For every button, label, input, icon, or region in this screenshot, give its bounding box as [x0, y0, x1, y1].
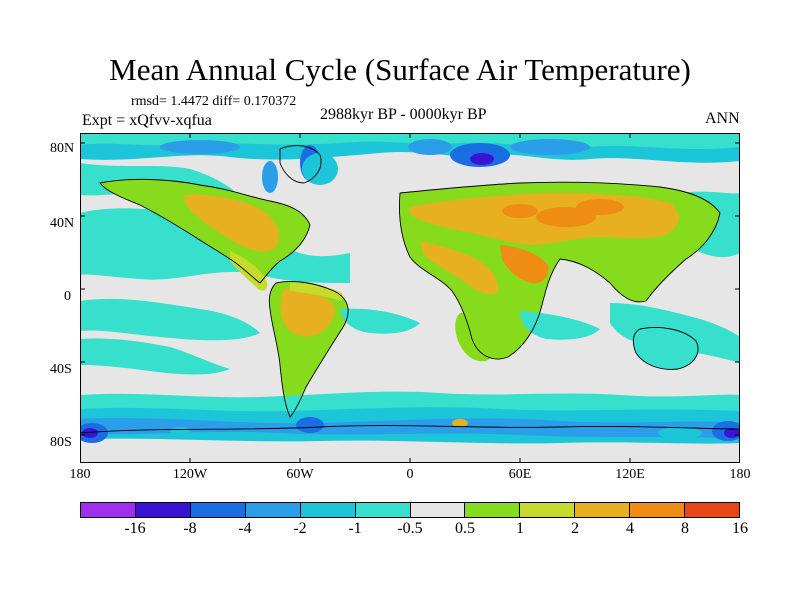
- colorbar-swatch: [630, 503, 686, 517]
- colorbar-label: -8: [183, 520, 197, 537]
- colorbar-label: 0.5: [455, 520, 475, 537]
- colorbar-swatch: [81, 503, 136, 517]
- colorbar-label: -16: [124, 520, 146, 537]
- colorbar-label: 4: [626, 520, 634, 537]
- period-label: 2988kyr BP - 0000kyr BP: [320, 106, 487, 123]
- season-label: ANN: [705, 110, 740, 127]
- lon-label-120w: 120W: [172, 467, 208, 482]
- experiment-label: Expt = xQfvv-xqfua: [82, 112, 212, 129]
- statistics-label: rmsd= 1.4472 diff= 0.170372: [131, 94, 297, 109]
- colorbar-swatch: [135, 503, 191, 517]
- colorbar-label: 1: [516, 520, 524, 537]
- colorbar-label: 16: [732, 520, 748, 537]
- colorbar-swatch: [520, 503, 576, 517]
- colorbar-label: -2: [293, 520, 307, 537]
- temperature-difference-map: [80, 133, 740, 463]
- colorbar-swatch: [685, 503, 740, 517]
- colorbar-label: -1: [348, 520, 362, 537]
- colorbar-label: 2: [571, 520, 579, 537]
- lon-label-60w: 60W: [286, 467, 314, 482]
- colorbar-swatch: [190, 503, 246, 517]
- lon-label-60e: 60E: [508, 467, 532, 482]
- colorbar-label: 8: [681, 520, 689, 537]
- lat-label-80n: 80N: [50, 141, 75, 156]
- lon-label-180e: 180: [729, 467, 751, 482]
- colorbar: [80, 502, 740, 518]
- colorbar-label: -0.5: [397, 520, 423, 537]
- colorbar-swatch: [355, 503, 411, 517]
- lon-label-180w: 180: [69, 467, 91, 482]
- colorbar-label: -4: [238, 520, 252, 537]
- colorbar-swatch: [410, 503, 466, 517]
- colorbar-swatch: [245, 503, 301, 517]
- colorbar-swatch: [465, 503, 521, 517]
- lon-label-0: 0: [406, 467, 414, 482]
- lat-label-0: 0: [64, 289, 71, 304]
- colorbar-swatch: [575, 503, 631, 517]
- lon-label-120e: 120E: [615, 467, 645, 482]
- figure-title: Mean Annual Cycle (Surface Air Temperatu…: [109, 52, 691, 87]
- lat-label-40s: 40S: [50, 362, 72, 377]
- lat-label-40n: 40N: [50, 216, 75, 231]
- colorbar-swatch: [300, 503, 356, 517]
- lat-label-80s: 80S: [50, 435, 72, 450]
